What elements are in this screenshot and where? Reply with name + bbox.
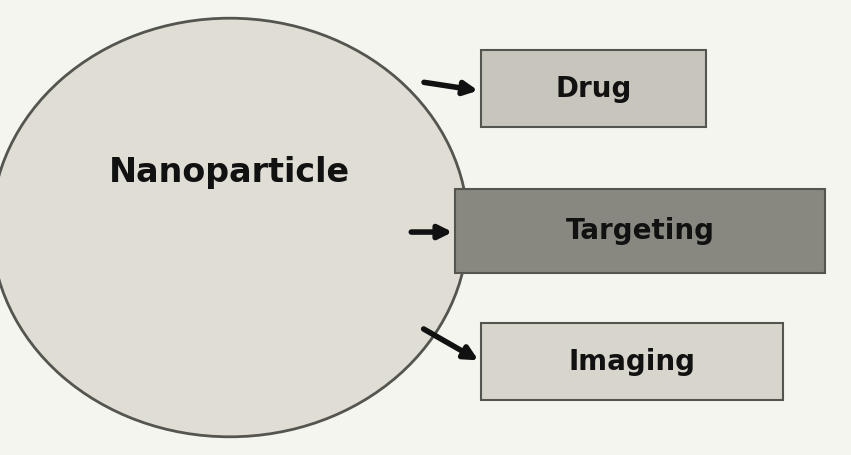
Text: Imaging: Imaging [568,348,695,376]
Text: Nanoparticle: Nanoparticle [109,157,351,189]
Ellipse shape [0,18,468,437]
Text: Targeting: Targeting [566,217,715,245]
FancyBboxPatch shape [455,189,825,273]
FancyBboxPatch shape [481,323,783,400]
Text: Drug: Drug [556,75,631,103]
FancyBboxPatch shape [481,50,706,127]
